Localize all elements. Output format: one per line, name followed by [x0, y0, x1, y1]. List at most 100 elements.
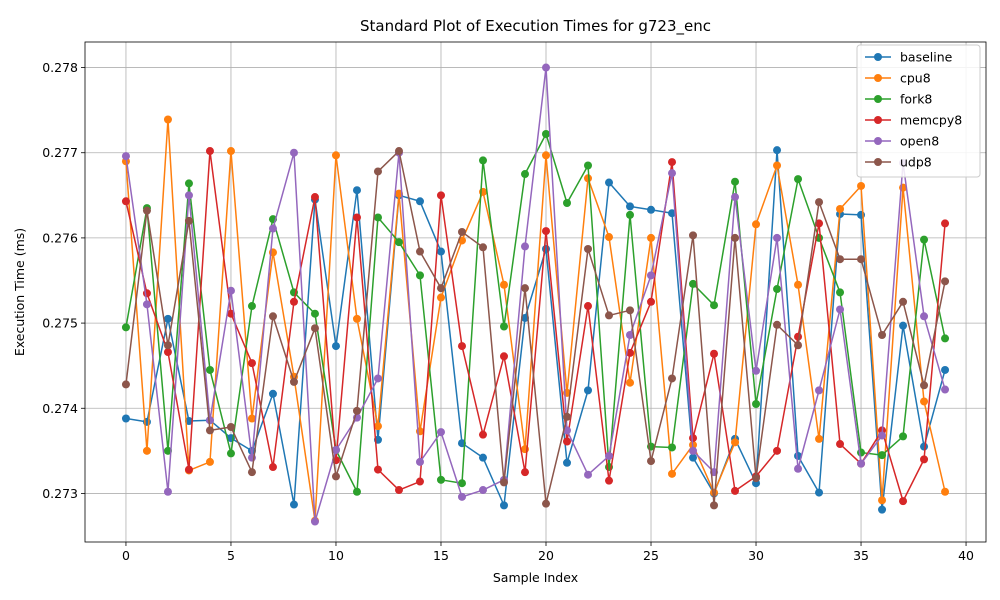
data-point-baseline — [584, 386, 593, 395]
data-point-memcpy8 — [163, 348, 172, 357]
series-line-udp8 — [125, 150, 946, 507]
data-point-open8 — [542, 63, 551, 72]
x-tick-label: 25 — [643, 548, 659, 563]
data-point-open8 — [941, 385, 950, 394]
data-point-udp8 — [520, 284, 529, 293]
data-point-udp8 — [899, 297, 908, 306]
data-point-open8 — [415, 457, 424, 466]
data-point-cpu8 — [857, 181, 866, 190]
data-point-baseline — [605, 178, 614, 187]
data-point-udp8 — [731, 233, 740, 242]
legend-label-memcpy8: memcpy8 — [900, 113, 962, 128]
data-point-udp8 — [457, 227, 466, 236]
data-point-baseline — [626, 202, 635, 211]
y-tick-label: 0.275 — [42, 316, 78, 331]
legend-item-udp8: udp8 — [865, 155, 932, 170]
y-tick-label: 0.277 — [42, 145, 78, 160]
legend-label-cpu8: cpu8 — [900, 71, 931, 86]
data-point-fork8 — [710, 301, 719, 310]
data-point-baseline — [331, 342, 340, 351]
legend-marker-cpu8 — [874, 74, 882, 82]
legend-item-cpu8: cpu8 — [865, 71, 931, 86]
data-point-open8 — [478, 486, 487, 495]
data-point-memcpy8 — [794, 332, 803, 341]
data-point-fork8 — [457, 479, 466, 488]
data-point-open8 — [878, 431, 887, 440]
data-point-udp8 — [878, 331, 887, 340]
data-point-memcpy8 — [247, 359, 256, 368]
x-tick-label: 40 — [958, 548, 974, 563]
y-tick-label: 0.278 — [42, 60, 78, 75]
data-point-udp8 — [626, 306, 635, 315]
data-point-fork8 — [878, 451, 887, 460]
plot-frame — [84, 41, 987, 543]
data-point-open8 — [373, 374, 382, 383]
data-point-fork8 — [857, 448, 866, 457]
data-point-cpu8 — [499, 280, 508, 289]
data-point-open8 — [457, 492, 466, 501]
data-point-open8 — [668, 169, 677, 178]
data-point-open8 — [268, 224, 277, 233]
data-point-udp8 — [142, 206, 151, 215]
data-point-open8 — [563, 426, 572, 435]
data-point-baseline — [478, 453, 487, 462]
data-point-cpu8 — [920, 397, 929, 406]
data-point-open8 — [752, 366, 761, 375]
data-point-fork8 — [226, 449, 235, 458]
data-point-fork8 — [121, 323, 130, 332]
data-point-fork8 — [352, 487, 361, 496]
data-point-udp8 — [668, 374, 677, 383]
data-point-memcpy8 — [352, 213, 361, 222]
data-point-udp8 — [857, 255, 866, 264]
chart-title: Standard Plot of Execution Times for g72… — [360, 17, 711, 36]
data-point-memcpy8 — [815, 219, 824, 228]
data-point-cpu8 — [626, 378, 635, 387]
data-point-fork8 — [626, 210, 635, 219]
data-point-fork8 — [689, 279, 698, 288]
data-point-fork8 — [415, 271, 424, 280]
data-point-cpu8 — [226, 147, 235, 156]
data-point-cpu8 — [373, 422, 382, 431]
data-point-cpu8 — [668, 469, 677, 478]
data-point-baseline — [352, 186, 361, 195]
data-point-fork8 — [310, 309, 319, 318]
y-tick-label: 0.276 — [42, 230, 78, 245]
data-point-memcpy8 — [563, 437, 572, 446]
data-point-memcpy8 — [899, 497, 908, 506]
data-point-memcpy8 — [520, 468, 529, 477]
data-point-memcpy8 — [415, 477, 424, 486]
data-point-open8 — [226, 286, 235, 295]
data-point-udp8 — [836, 255, 845, 264]
data-point-baseline — [689, 453, 698, 462]
data-point-memcpy8 — [310, 193, 319, 202]
y-tick-label: 0.273 — [42, 486, 78, 501]
data-point-memcpy8 — [121, 197, 130, 206]
data-point-memcpy8 — [394, 486, 403, 495]
data-point-udp8 — [584, 244, 593, 253]
x-tick-label: 35 — [853, 548, 869, 563]
data-point-cpu8 — [436, 293, 445, 302]
legend-item-baseline: baseline — [865, 50, 953, 65]
series-baseline — [121, 146, 950, 514]
data-point-cpu8 — [752, 220, 761, 229]
data-point-cpu8 — [647, 233, 656, 242]
data-point-baseline — [289, 500, 298, 509]
data-point-fork8 — [394, 238, 403, 247]
data-point-memcpy8 — [836, 440, 845, 449]
data-point-memcpy8 — [941, 219, 950, 228]
data-point-fork8 — [436, 475, 445, 484]
y-tick-label: 0.274 — [42, 401, 78, 416]
data-point-fork8 — [499, 322, 508, 331]
data-point-memcpy8 — [289, 297, 298, 306]
legend-label-open8: open8 — [900, 134, 939, 149]
data-point-udp8 — [920, 381, 929, 390]
data-point-baseline — [815, 488, 824, 497]
x-tick-label: 15 — [433, 548, 449, 563]
data-point-open8 — [310, 517, 319, 526]
data-point-fork8 — [184, 179, 193, 188]
data-point-cpu8 — [605, 233, 614, 242]
series-line-baseline — [125, 149, 946, 511]
data-point-udp8 — [478, 243, 487, 252]
data-point-baseline — [773, 146, 782, 155]
data-point-udp8 — [647, 457, 656, 466]
